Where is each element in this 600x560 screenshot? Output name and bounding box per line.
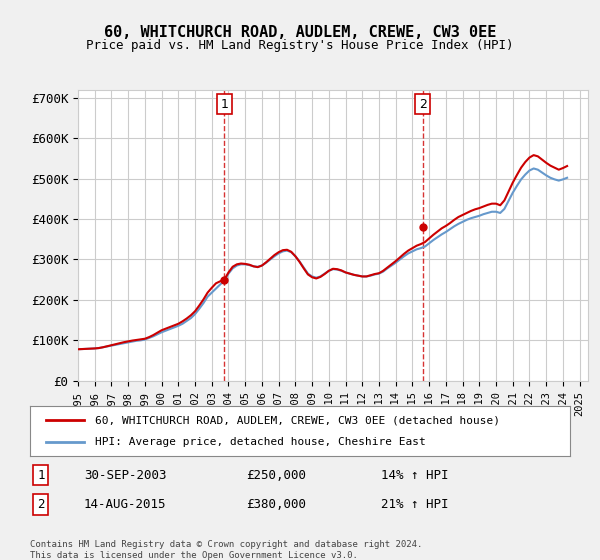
Text: Contains HM Land Registry data © Crown copyright and database right 2024.
This d: Contains HM Land Registry data © Crown c… bbox=[30, 540, 422, 560]
Text: 1: 1 bbox=[37, 469, 44, 482]
Text: 21% ↑ HPI: 21% ↑ HPI bbox=[381, 498, 449, 511]
Text: 2: 2 bbox=[419, 97, 427, 111]
Text: 30-SEP-2003: 30-SEP-2003 bbox=[84, 469, 167, 482]
Text: 1: 1 bbox=[220, 97, 228, 111]
Text: 2: 2 bbox=[37, 498, 44, 511]
Text: 60, WHITCHURCH ROAD, AUDLEM, CREWE, CW3 0EE: 60, WHITCHURCH ROAD, AUDLEM, CREWE, CW3 … bbox=[104, 25, 496, 40]
Text: £250,000: £250,000 bbox=[246, 469, 306, 482]
Text: 14-AUG-2015: 14-AUG-2015 bbox=[84, 498, 167, 511]
Text: HPI: Average price, detached house, Cheshire East: HPI: Average price, detached house, Ches… bbox=[95, 437, 425, 447]
Text: 14% ↑ HPI: 14% ↑ HPI bbox=[381, 469, 449, 482]
Text: Price paid vs. HM Land Registry's House Price Index (HPI): Price paid vs. HM Land Registry's House … bbox=[86, 39, 514, 52]
Text: 60, WHITCHURCH ROAD, AUDLEM, CREWE, CW3 0EE (detached house): 60, WHITCHURCH ROAD, AUDLEM, CREWE, CW3 … bbox=[95, 415, 500, 425]
Text: £380,000: £380,000 bbox=[246, 498, 306, 511]
